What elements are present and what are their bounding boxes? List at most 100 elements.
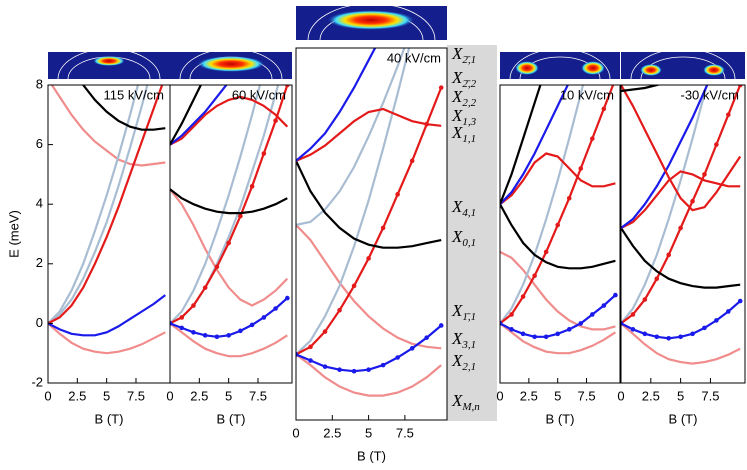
point — [630, 327, 636, 332]
curve — [500, 152, 616, 206]
state-label: X1,3 — [451, 106, 477, 128]
point — [395, 355, 400, 360]
point — [273, 118, 278, 124]
point — [351, 283, 357, 289]
point — [555, 222, 560, 228]
curve — [621, 322, 741, 365]
x-tick-label: 5 — [103, 388, 110, 403]
frame — [620, 84, 746, 384]
curve — [170, 85, 203, 146]
state-index: 1̄,1 — [462, 311, 476, 323]
curve — [170, 85, 262, 325]
curve — [621, 85, 709, 229]
point — [578, 321, 584, 326]
point — [630, 312, 636, 317]
y-tick-label: 2 — [36, 255, 43, 270]
x-tick-label: 2.5 — [190, 388, 208, 403]
panel-title: 40 kV/cm — [387, 50, 441, 65]
x-tick-label: 2.5 — [642, 388, 660, 403]
point — [678, 334, 683, 340]
x-axis-label: B (T) — [95, 411, 124, 426]
x-tick-label: 5 — [225, 388, 232, 403]
point — [666, 336, 671, 341]
x-tick-label: 7.5 — [577, 388, 595, 403]
state-symbol: X — [451, 227, 463, 246]
x-tick-label: 7.5 — [396, 425, 414, 440]
state-symbol: X — [451, 106, 463, 125]
x-tick-label: 0 — [166, 388, 173, 403]
point — [238, 213, 243, 219]
x-tick-label: 2.5 — [323, 425, 341, 440]
frame — [295, 47, 448, 421]
point — [642, 297, 648, 302]
point — [690, 198, 695, 204]
point — [409, 346, 415, 351]
point — [520, 331, 526, 337]
point — [654, 334, 660, 340]
point — [654, 276, 660, 282]
point — [308, 358, 313, 363]
x-tick-label: 7.5 — [249, 388, 267, 403]
point — [351, 368, 357, 374]
x-tick-label: 0 — [44, 388, 51, 403]
point — [578, 166, 584, 171]
state-label: X1̄,1 — [451, 301, 476, 323]
y-tick-label: 6 — [36, 136, 43, 151]
state-symbol: X — [451, 351, 463, 370]
point — [366, 256, 371, 261]
point — [500, 321, 503, 326]
state-index: 2,2 — [462, 97, 476, 109]
curve — [621, 227, 741, 289]
state-label: X4,1 — [451, 197, 476, 219]
state-label: XM,n — [451, 391, 480, 413]
state-index: 3,1 — [461, 339, 476, 351]
point — [322, 364, 328, 369]
point — [601, 106, 607, 112]
point — [202, 285, 208, 290]
state-symbol: X — [451, 329, 463, 348]
curve — [296, 48, 406, 226]
point — [509, 327, 514, 332]
point — [337, 307, 342, 313]
point — [409, 158, 415, 164]
point — [520, 294, 526, 299]
state-symbol: X — [451, 197, 463, 216]
y-axis-label: E (meV) — [6, 210, 21, 258]
curve — [621, 85, 662, 93]
curve — [296, 87, 443, 356]
x-tick-label: 5 — [554, 388, 561, 403]
state-label: X2̄,2 — [451, 68, 477, 90]
point — [714, 142, 719, 147]
curve — [296, 160, 442, 249]
state-label: X2̄,1 — [451, 44, 476, 66]
point — [366, 367, 371, 372]
point — [642, 331, 648, 337]
point — [438, 85, 444, 90]
inset — [48, 48, 170, 80]
panel-title: 10 kV/cm — [560, 87, 614, 102]
curve — [621, 85, 708, 325]
state-index: 2,1 — [462, 361, 476, 373]
curve — [621, 170, 741, 229]
x-tick-label: 2.5 — [520, 388, 538, 403]
curve — [500, 85, 615, 325]
point — [395, 192, 400, 197]
state-symbol: X — [451, 391, 463, 410]
point — [214, 264, 220, 270]
point — [337, 367, 342, 372]
state-index: M,n — [461, 401, 480, 413]
point — [601, 303, 607, 308]
curve — [170, 95, 289, 146]
point — [191, 303, 196, 308]
y-tick-label: -2 — [31, 374, 43, 389]
point — [613, 292, 618, 298]
x-tick-label: 2.5 — [68, 388, 86, 403]
state-label: X2,2 — [451, 87, 477, 109]
point — [509, 312, 514, 317]
panel-title: 60 kV/cm — [232, 87, 286, 102]
x-axis-label: B (T) — [546, 411, 575, 426]
point — [226, 333, 231, 338]
inset — [296, 3, 447, 41]
point — [261, 151, 267, 156]
